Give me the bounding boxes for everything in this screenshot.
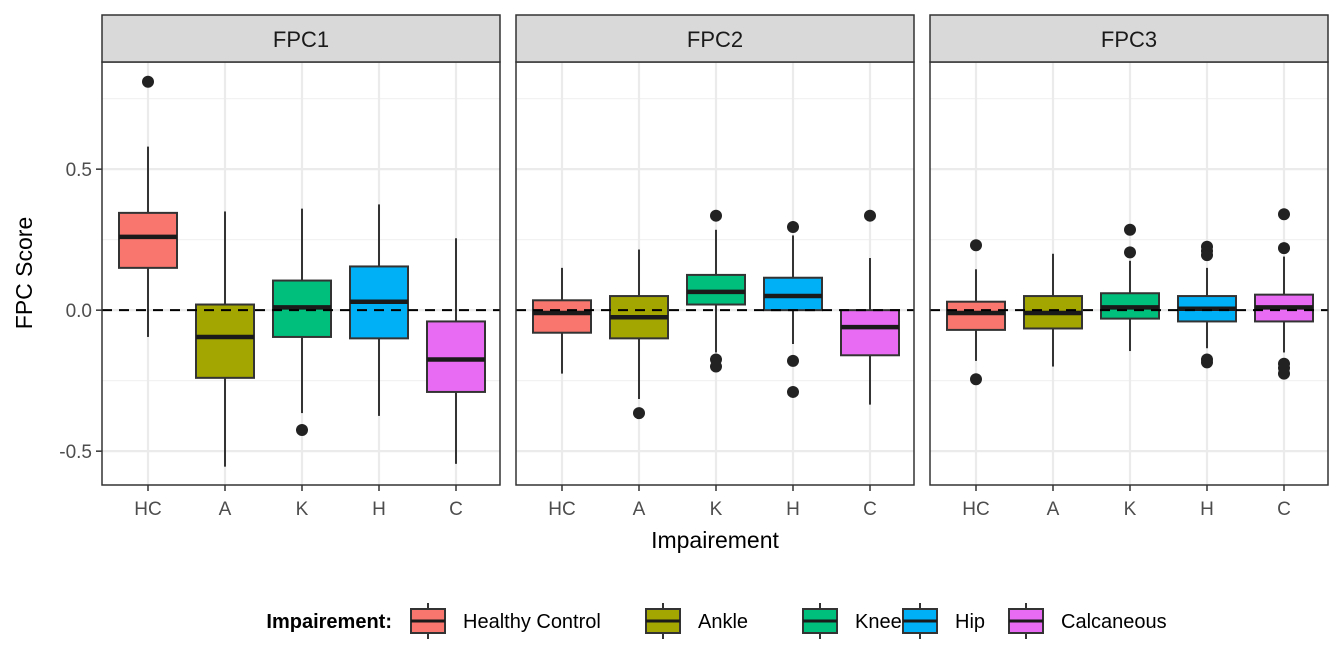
outlier-point	[710, 360, 722, 373]
outlier-point	[142, 75, 154, 88]
box-fpc1-h	[349, 204, 409, 416]
legend-entry-label: Hip	[955, 611, 985, 633]
box-fpc2-h	[763, 220, 823, 398]
legend-title: Impairement:	[266, 611, 392, 633]
outlier-point	[296, 424, 308, 437]
box-body	[532, 299, 592, 334]
legend-entry-ankle: Ankle	[645, 603, 748, 639]
outlier-point	[1278, 367, 1290, 380]
box-fpc1-c	[426, 238, 486, 464]
x-tick-label: H	[786, 499, 800, 520]
legend-entry-hip: Hip	[902, 603, 985, 639]
outlier-point	[787, 385, 799, 398]
outlier-point	[787, 220, 799, 233]
y-axis: -0.5 0.0 0.5	[59, 160, 102, 463]
x-tick-label: K	[296, 499, 309, 520]
box-fpc3-h	[1177, 240, 1237, 369]
facet-strip	[515, 14, 915, 63]
box-fpc3-k	[1100, 223, 1160, 352]
legend-entry-label: Calcaneous	[1061, 611, 1167, 633]
x-tick-label: C	[1277, 499, 1291, 520]
outlier-point	[1201, 249, 1213, 262]
legend-entry-label: Ankle	[698, 611, 748, 633]
outlier-point	[633, 407, 645, 420]
box-fpc1-a	[195, 211, 255, 467]
outlier-point	[1278, 208, 1290, 221]
x-tick-label: K	[1124, 499, 1137, 520]
outlier-point	[1124, 246, 1136, 259]
x-tick-label: HC	[548, 499, 575, 520]
outlier-point	[970, 239, 982, 252]
box-fpc1-k	[272, 208, 332, 437]
box-body	[118, 211, 178, 269]
box-fpc3-c	[1254, 208, 1314, 380]
y-axis-title: FPC Score	[11, 217, 37, 329]
x-tick-label: K	[710, 499, 723, 520]
outlier-point	[710, 209, 722, 222]
x-tick-label: HC	[134, 499, 161, 520]
outlier-point	[1124, 223, 1136, 236]
outlier-point	[787, 354, 799, 367]
x-tick-label: C	[863, 499, 877, 520]
facet-strip-label: FPC1	[273, 27, 329, 52]
facet-strip	[101, 14, 501, 63]
box-fpc2-k	[686, 209, 746, 373]
legend-entry-label: Healthy Control	[463, 611, 601, 633]
legend-entry-label: Knee	[855, 611, 902, 633]
box-fpc2-c	[840, 209, 900, 405]
x-tick-label: A	[219, 499, 232, 520]
x-tick-label: A	[1047, 499, 1060, 520]
y-tick-label: 0.0	[66, 301, 92, 322]
x-tick-label: C	[449, 499, 463, 520]
x-tick-label: A	[633, 499, 646, 520]
box-body	[840, 309, 900, 357]
facet-strip-label: FPC2	[687, 27, 743, 52]
legend: Impairement: Healthy Control Ankle Knee Hip C…	[266, 603, 1167, 639]
x-tick-label: HC	[962, 499, 989, 520]
x-tick-label: H	[1200, 499, 1214, 520]
box-fpc1-hc	[118, 75, 178, 337]
outlier-point	[864, 209, 876, 222]
y-tick-label: 0.5	[66, 160, 92, 181]
outlier-point	[1201, 356, 1213, 369]
box-fpc3-a	[1023, 253, 1083, 367]
outlier-point	[970, 373, 982, 386]
box-body	[946, 300, 1006, 331]
box-fpc2-hc	[532, 267, 592, 374]
box-fpc3-hc	[946, 239, 1006, 386]
facet-strip	[929, 14, 1329, 63]
legend-entry-knee: Knee	[802, 603, 902, 639]
legend-entry-healthy-control: Healthy Control	[410, 603, 601, 639]
legend-entry-calcaneous: Calcaneous	[1008, 603, 1167, 639]
x-axis-title: Impairement	[651, 527, 779, 553]
y-tick-label: -0.5	[59, 442, 92, 463]
box-fpc2-a	[609, 249, 669, 420]
x-tick-label: H	[372, 499, 386, 520]
box-body	[195, 303, 255, 379]
box-body	[426, 320, 486, 393]
outlier-point	[1278, 242, 1290, 255]
facet-strip-label: FPC3	[1101, 27, 1157, 52]
